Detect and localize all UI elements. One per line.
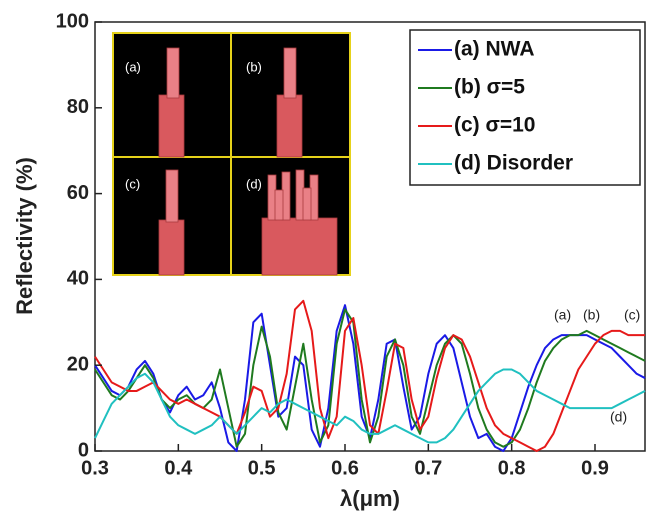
annotation: (c) bbox=[624, 307, 640, 323]
series-line bbox=[94, 304, 646, 452]
legend-box bbox=[409, 29, 641, 186]
x-tick-label: 0.6 bbox=[331, 457, 359, 479]
inset-label: (a) bbox=[125, 59, 141, 74]
annotation: (a) bbox=[554, 307, 571, 323]
annotation: (b) bbox=[583, 307, 600, 323]
series-line bbox=[94, 368, 646, 444]
x-tick-label: 0.8 bbox=[498, 457, 526, 479]
inset-label: (d) bbox=[246, 176, 262, 191]
y-tick-label: 20 bbox=[67, 353, 89, 375]
series-line bbox=[94, 299, 645, 452]
inset-label: (c) bbox=[125, 176, 140, 191]
x-tick-label: 0.3 bbox=[81, 457, 109, 479]
x-tick-label: 0.7 bbox=[414, 457, 442, 479]
inset-render bbox=[158, 47, 338, 276]
y-tick-label: 60 bbox=[67, 182, 89, 204]
legend-label: (a) NWA bbox=[454, 38, 535, 61]
annotation: (d) bbox=[610, 409, 627, 425]
y-tick-label: 80 bbox=[67, 96, 89, 118]
x-tick-label: 0.5 bbox=[248, 457, 276, 479]
y-tick-label: 100 bbox=[56, 10, 89, 32]
legend-label: (b) σ=5 bbox=[454, 76, 525, 99]
x-tick-label: 0.4 bbox=[164, 457, 193, 479]
series-line bbox=[94, 308, 646, 448]
legend-label: (d) Disorder bbox=[454, 152, 573, 175]
x-axis-label: λ(μm) bbox=[340, 486, 400, 511]
y-axis-label: Reflectivity (%) bbox=[12, 157, 37, 315]
legend-label: (c) σ=10 bbox=[454, 114, 536, 137]
plot-frame bbox=[94, 21, 646, 452]
y-tick-label: 40 bbox=[67, 268, 89, 290]
inset: (a) (b) (c) (d) bbox=[112, 32, 351, 276]
x-tick-label: 0.9 bbox=[581, 457, 609, 479]
y-tick-label: 0 bbox=[78, 439, 89, 461]
inset-label: (b) bbox=[246, 59, 262, 74]
